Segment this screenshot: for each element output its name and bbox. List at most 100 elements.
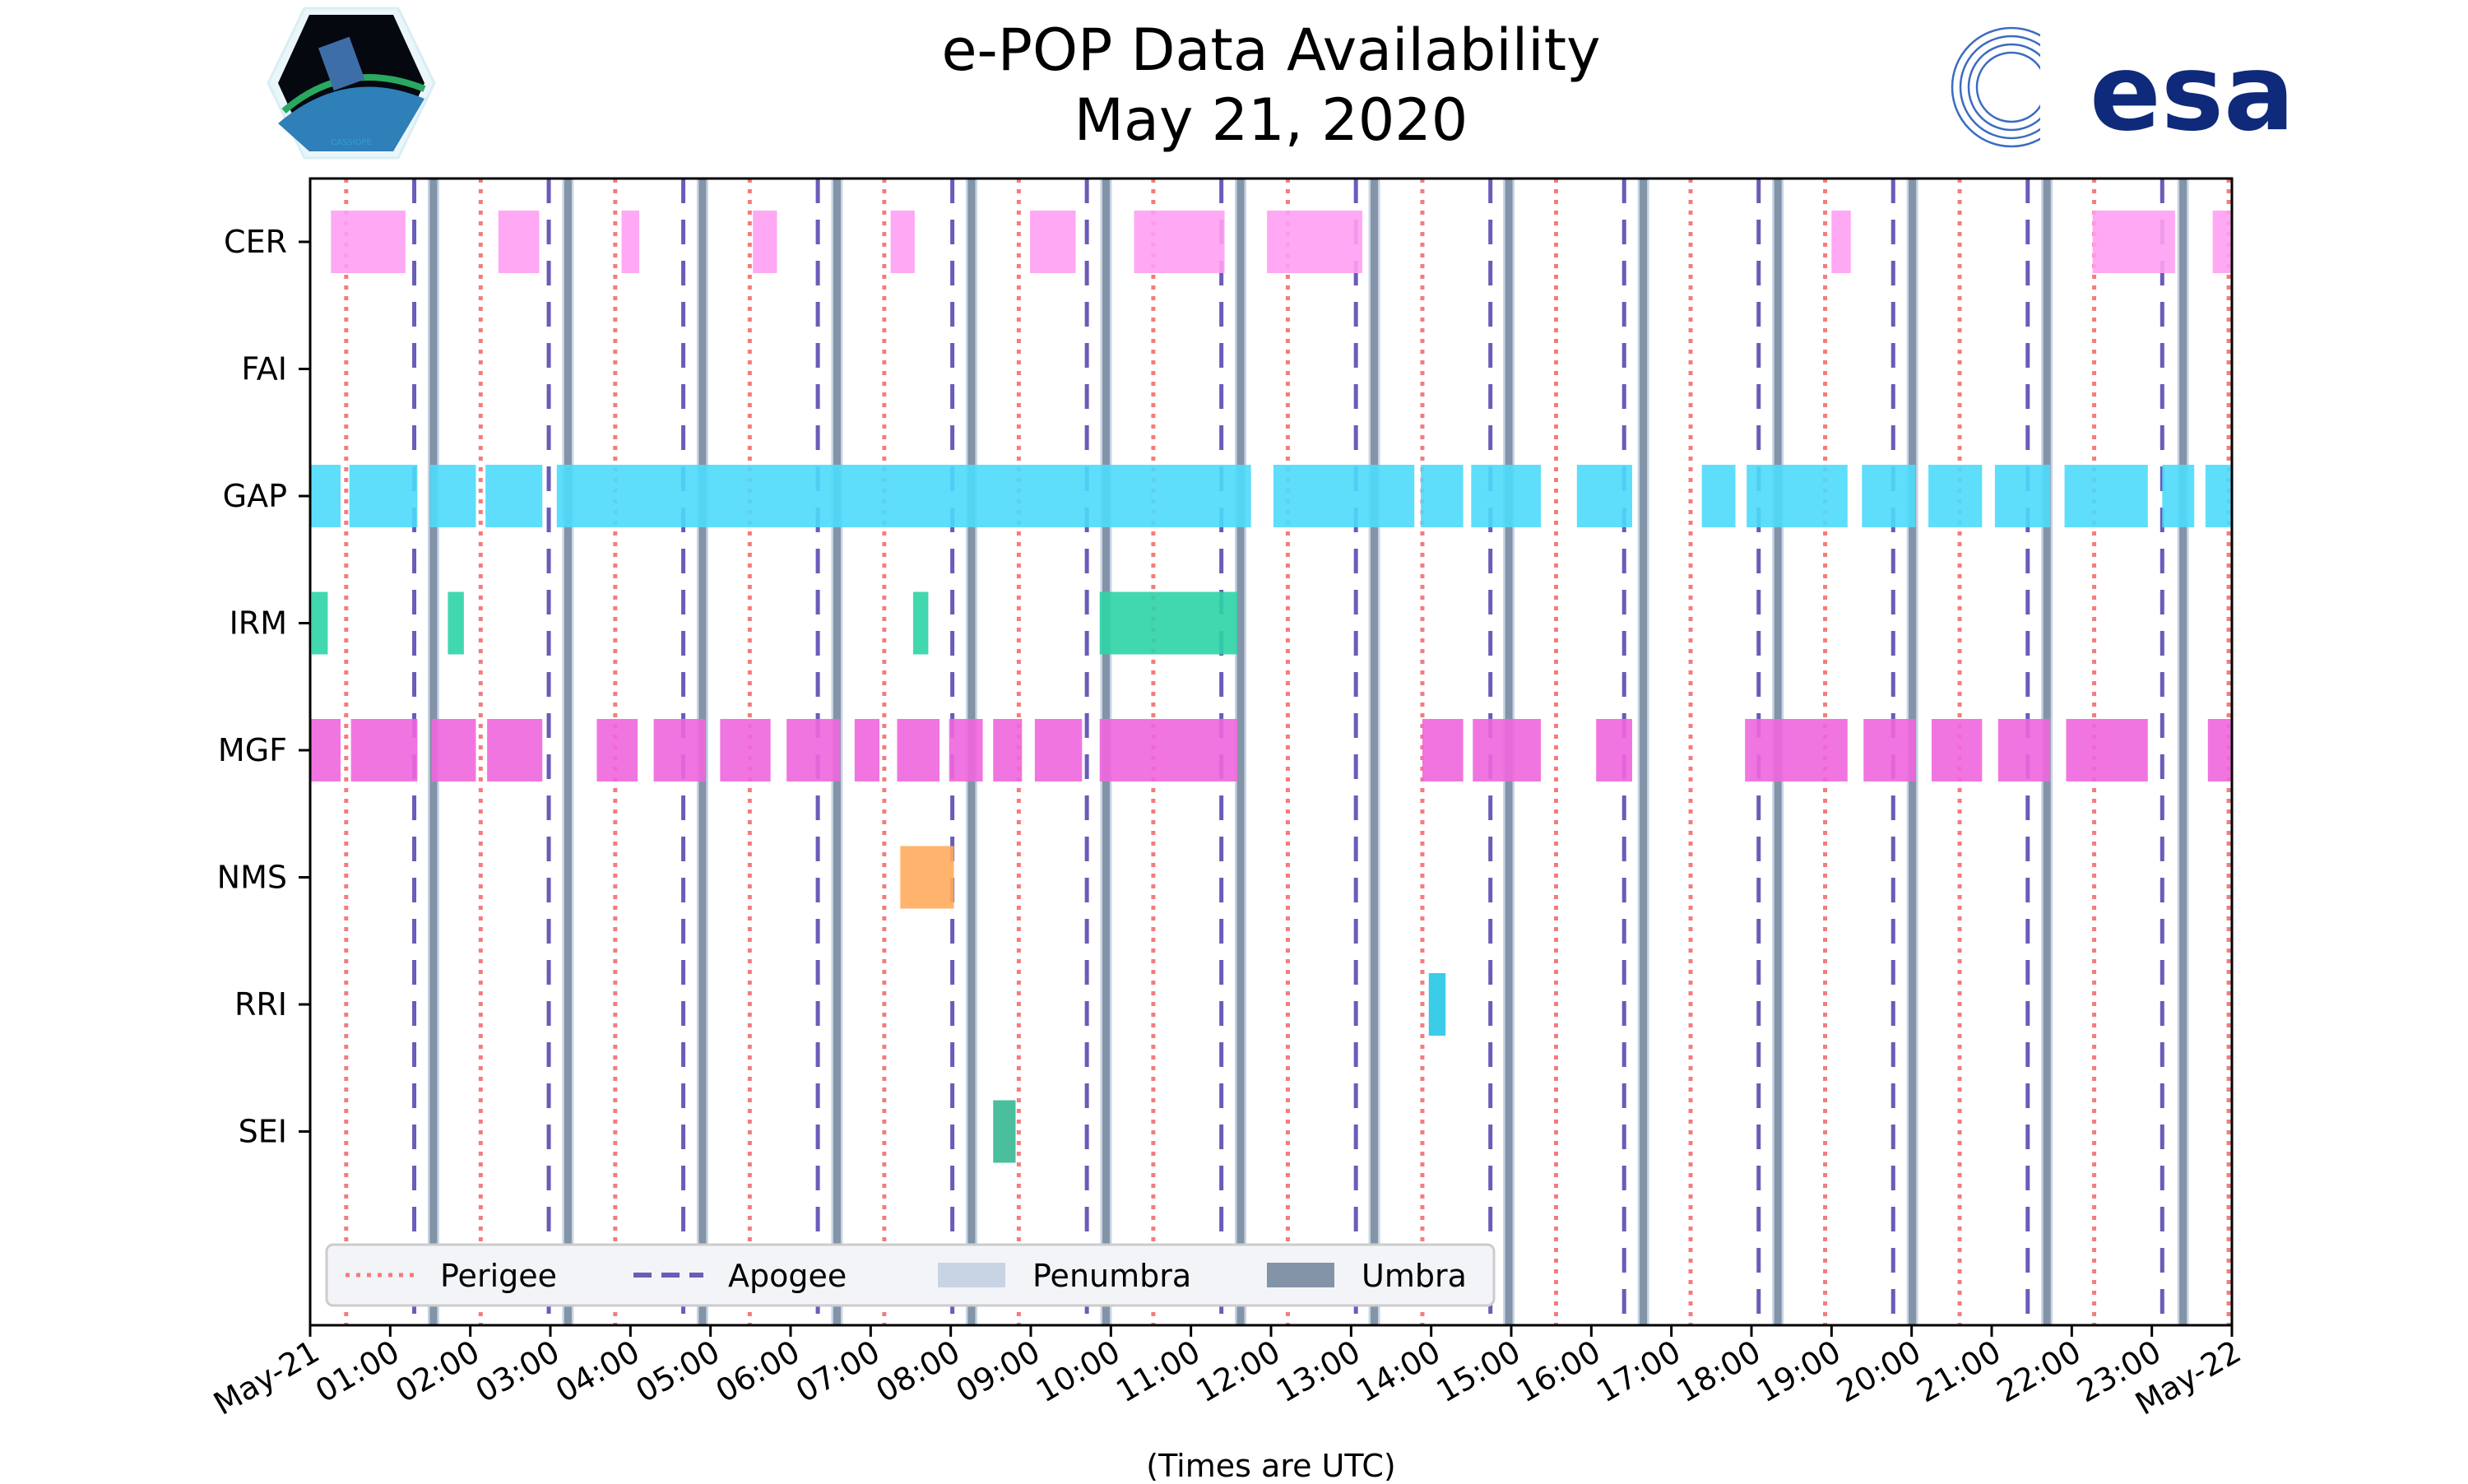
availability-bar-mgf: [1745, 719, 1749, 781]
x-tick-label: 09:00: [950, 1333, 1046, 1410]
legend-label: Apogee: [728, 1258, 847, 1294]
availability-bar-mgf: [1422, 719, 1464, 781]
availability-bar-mgf: [897, 719, 940, 781]
availability-bar-gap: [1862, 465, 1916, 527]
availability-bar-mgf: [487, 719, 543, 781]
x-tick-label: 16:00: [1510, 1333, 1607, 1410]
y-tick-label: CER: [224, 224, 287, 260]
availability-bar-mgf: [720, 719, 771, 781]
availability-bar-cer: [498, 211, 540, 273]
y-tick-label: FAI: [241, 351, 287, 387]
x-tick-label: 17:00: [1590, 1333, 1686, 1410]
availability-bar-cer: [1134, 211, 1225, 273]
availability-bar-gap: [2205, 465, 2232, 527]
y-tick-label: MGF: [218, 732, 287, 768]
availability-bar-cer: [2212, 211, 2232, 273]
availability-bar-irm: [311, 591, 328, 655]
umbra-band: [1640, 179, 1648, 1325]
umbra-band: [1236, 179, 1245, 1325]
cassiope-logo: CASSIOPE: [267, 7, 436, 160]
x-tick-label: 06:00: [710, 1333, 806, 1410]
y-tick-label: NMS: [217, 860, 287, 896]
availability-bar-mgf: [786, 719, 841, 781]
x-tick-label: May-21: [207, 1333, 325, 1422]
availability-bar-cer: [2092, 211, 2175, 273]
umbra-band: [564, 179, 572, 1325]
availability-bar-cer: [1831, 211, 1851, 273]
availability-bar-cer: [1030, 211, 1076, 273]
x-tick-label: 20:00: [1830, 1333, 1927, 1410]
availability-bar-nms: [900, 846, 954, 909]
availability-bar-mgf: [350, 719, 418, 781]
y-tick-label: IRM: [230, 605, 287, 642]
availability-bar-mgf: [1748, 719, 1848, 781]
availability-bar-irm: [448, 591, 464, 655]
availability-bar-cer: [1267, 211, 1362, 273]
availability-bar-mgf: [310, 719, 341, 781]
availability-bar-gap: [1273, 465, 1415, 527]
y-tick-label: RRI: [234, 986, 287, 1023]
x-tick-label: 21:00: [1911, 1333, 2007, 1410]
availability-bar-cer: [890, 211, 915, 273]
availability-bar-sei: [993, 1100, 1016, 1163]
availability-bar-gap: [349, 465, 418, 527]
x-tick-label: 03:00: [470, 1333, 566, 1410]
availability-bar-mgf: [2066, 719, 2148, 781]
x-tick-label: 19:00: [1751, 1333, 1847, 1410]
availability-bar-mgf: [431, 719, 476, 781]
availability-bar-mgf: [2207, 719, 2232, 781]
legend-label: Perigee: [440, 1258, 557, 1294]
y-tick-label: SEI: [239, 1114, 287, 1150]
x-tick-label: 01:00: [309, 1333, 406, 1410]
availability-bar-mgf: [1997, 719, 2051, 781]
x-tick-label: 14:00: [1350, 1333, 1446, 1410]
availability-bar-mgf: [1034, 719, 1083, 781]
cassiope-logo-text: CASSIOPE: [331, 138, 372, 147]
availability-bar-mgf: [1596, 719, 1632, 781]
legend-label: Penumbra: [1032, 1258, 1191, 1294]
x-axis-label: (Times are UTC): [1146, 1448, 1395, 1481]
availability-bar-mgf: [1863, 719, 1916, 781]
availability-bar-gap: [2162, 465, 2195, 527]
legend: Perigee Apogee Penumbra Umbra: [325, 1243, 1496, 1307]
availability-bar-gap: [1928, 465, 1983, 527]
availability-bar-cer: [621, 211, 640, 273]
umbra-band: [2179, 179, 2187, 1325]
availability-bar-gap: [1994, 465, 2051, 527]
x-axis: May-2101:0002:0003:0004:0005:0006:0007:0…: [207, 1325, 2248, 1422]
x-tick-label: 05:00: [629, 1333, 726, 1410]
availability-bar-mgf: [993, 719, 1023, 781]
availability-bar-rri: [1428, 973, 1446, 1036]
x-tick-label: 15:00: [1431, 1333, 1527, 1410]
esa-logo: esa: [1951, 25, 2294, 155]
availability-bar-gap: [1421, 465, 1464, 527]
availability-bar-gap: [430, 465, 476, 527]
x-tick-label: 07:00: [790, 1333, 886, 1410]
umbra-band: [1371, 179, 1379, 1325]
availability-bar-gap: [2064, 465, 2148, 527]
availability-bar-mgf: [1473, 719, 1542, 781]
esa-logo-text: esa: [2090, 32, 2294, 155]
x-tick-label: 13:00: [1270, 1333, 1366, 1410]
x-tick-label: 22:00: [1991, 1333, 2087, 1410]
legend-box: [325, 1243, 1496, 1307]
x-tick-label: 11:00: [1110, 1333, 1206, 1410]
x-tick-label: 02:00: [389, 1333, 485, 1410]
y-tick-label: GAP: [223, 478, 287, 514]
availability-bar-mgf: [596, 719, 638, 781]
availability-bar-mgf: [949, 719, 983, 781]
legend-umbra-swatch: [1267, 1263, 1334, 1287]
availability-bar-mgf: [653, 719, 706, 781]
availability-bar-gap: [1471, 465, 1542, 527]
x-tick-label: 10:00: [1030, 1333, 1126, 1410]
availability-bar-gap: [310, 465, 341, 527]
y-axis: CER FAI GAP IRM MGF NMS RRI SEI: [217, 224, 310, 1150]
availability-bar-mgf: [1099, 719, 1238, 781]
availability-bar-gap: [485, 465, 543, 527]
legend-label: Umbra: [1362, 1258, 1467, 1294]
availability-bar-mgf: [854, 719, 880, 781]
chart-title: e-POP Data Availability: [941, 16, 1600, 84]
availability-bar-cer: [331, 211, 406, 273]
x-tick-label: 18:00: [1671, 1333, 1767, 1410]
availability-bar-irm: [1099, 591, 1238, 655]
